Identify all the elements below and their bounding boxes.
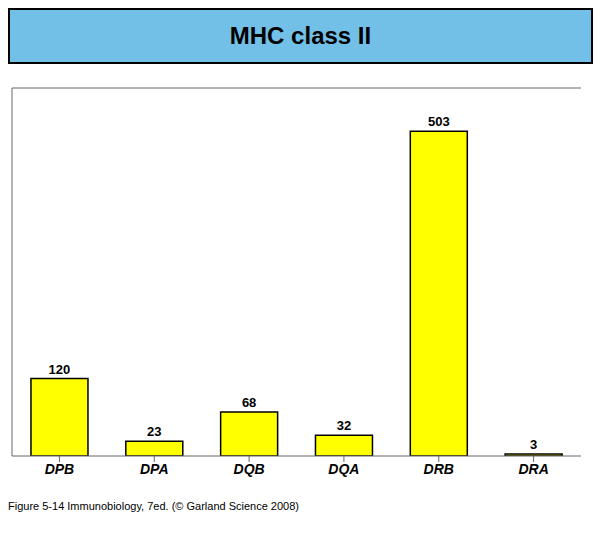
svg-text:23: 23 xyxy=(147,424,161,439)
svg-text:DPA: DPA xyxy=(140,461,169,477)
svg-text:DRA: DRA xyxy=(518,461,548,477)
svg-text:DQB: DQB xyxy=(234,461,265,477)
html-text:MHC class II: MHC class II xyxy=(229,22,372,49)
svg-text:120: 120 xyxy=(49,362,71,377)
html-text:Figure 5-14 Immunobiology, 7ed: Figure 5-14 Immunobiology, 7ed. (© Garla… xyxy=(8,500,299,512)
svg-text:DRB: DRB xyxy=(424,461,454,477)
svg-text:3: 3 xyxy=(530,437,537,452)
svg-text:32: 32 xyxy=(337,418,351,433)
svg-text:503: 503 xyxy=(428,114,450,129)
svg-text:DPB: DPB xyxy=(45,461,75,477)
svg-text:DQA: DQA xyxy=(328,461,359,477)
svg-text:68: 68 xyxy=(242,395,256,410)
